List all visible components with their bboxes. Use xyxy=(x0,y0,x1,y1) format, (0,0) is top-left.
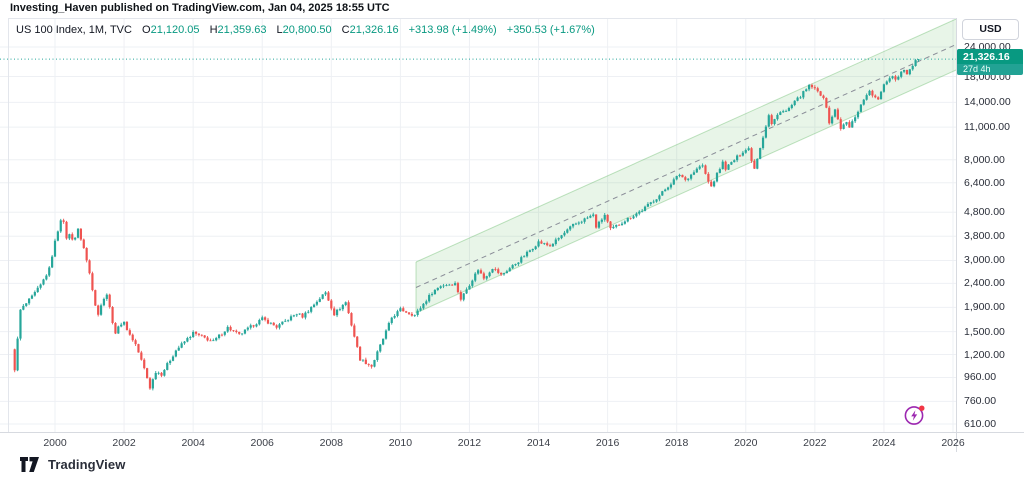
time-tick-label: 2022 xyxy=(803,437,827,449)
tradingview-logo-icon[interactable] xyxy=(19,456,43,473)
ohlc-high: H21,359.63 xyxy=(209,24,267,36)
time-tick-label: 2020 xyxy=(734,437,758,449)
last-price-badge: 21,326.16 27d 4h xyxy=(957,49,1023,76)
grid-layer xyxy=(0,18,956,432)
price-tick-label: 4,800.00 xyxy=(964,206,1005,219)
price-tick-label: 610.00 xyxy=(964,418,997,430)
time-tick-label: 2012 xyxy=(457,437,482,449)
time-tick-label: 2000 xyxy=(43,437,67,449)
time-tick-label: 2010 xyxy=(388,437,413,449)
session-change: +350.53 (+1.67%) xyxy=(506,24,595,36)
last-price: 21,326.16 xyxy=(957,49,1023,65)
currency-button[interactable]: USD xyxy=(962,19,1019,40)
chart-legend: US 100 Index, 1M, TVC O21,120.05 H21,359… xyxy=(16,23,595,37)
candles-layer xyxy=(13,58,920,391)
channel-center-dashed-line xyxy=(415,44,956,288)
footer: TradingView xyxy=(0,452,1024,477)
flash-events-button[interactable] xyxy=(902,402,928,428)
time-axis[interactable]: 2000 2002 2004 2006 2008 2010 2012 2014 2016 2018… xyxy=(0,432,1024,452)
ohlc-close: C21,326.16 xyxy=(341,24,399,36)
time-tick-label: 2024 xyxy=(872,437,896,449)
time-tick-label: 2014 xyxy=(526,437,551,449)
candlestick-chart[interactable] xyxy=(0,18,956,432)
price-tick-label: 1,900.00 xyxy=(964,301,1005,314)
attribution-text: Investing_Haven published on TradingView… xyxy=(10,2,390,14)
bar-change: +313.98 (+1.49%) xyxy=(408,24,497,36)
ohlc-low: L20,800.50 xyxy=(276,24,332,36)
price-tick-label: 11,000.00 xyxy=(964,121,1010,134)
price-tick-label: 2,400.00 xyxy=(964,277,1005,290)
lightning-bolt-icon xyxy=(904,405,925,425)
time-tick-label: 2016 xyxy=(595,437,620,449)
time-tick-label: 2002 xyxy=(112,437,136,449)
symbol-title[interactable]: US 100 Index, 1M, TVC xyxy=(16,24,132,36)
time-tick-label: 2006 xyxy=(250,437,274,449)
time-tick-label: 2004 xyxy=(181,437,205,449)
time-tick-label: 2008 xyxy=(319,437,343,449)
price-tick-label: 3,000.00 xyxy=(964,254,1005,267)
price-tick-label: 14,000.00 xyxy=(964,96,1011,109)
price-tick-label: 960.00 xyxy=(964,371,997,384)
price-tick-label: 1,200.00 xyxy=(964,348,1005,361)
price-tick-label: 760.00 xyxy=(964,395,997,408)
price-tick-label: 8,000.00 xyxy=(964,153,1005,166)
time-tick-label: 2026 xyxy=(941,437,965,449)
bar-countdown: 27d 4h xyxy=(957,64,1023,76)
red-dot-badge xyxy=(919,405,925,411)
price-tick-label: 6,400.00 xyxy=(964,176,1005,189)
tradingview-brand[interactable]: TradingView xyxy=(48,457,126,472)
axis-corner-divider xyxy=(956,433,957,452)
price-axis[interactable]: USD 24,000.00 18,000.00 14,000.00 11,000.00… xyxy=(956,18,1024,432)
price-tick-label: 1,500.00 xyxy=(964,325,1005,338)
price-tick-label: 3,800.00 xyxy=(964,230,1005,243)
ohlc-open: O21,120.05 xyxy=(142,24,200,36)
time-tick-label: 2018 xyxy=(665,437,689,449)
chart-pane[interactable]: US 100 Index, 1M, TVC O21,120.05 H21,359… xyxy=(0,18,956,432)
trend-channel[interactable] xyxy=(415,18,956,314)
